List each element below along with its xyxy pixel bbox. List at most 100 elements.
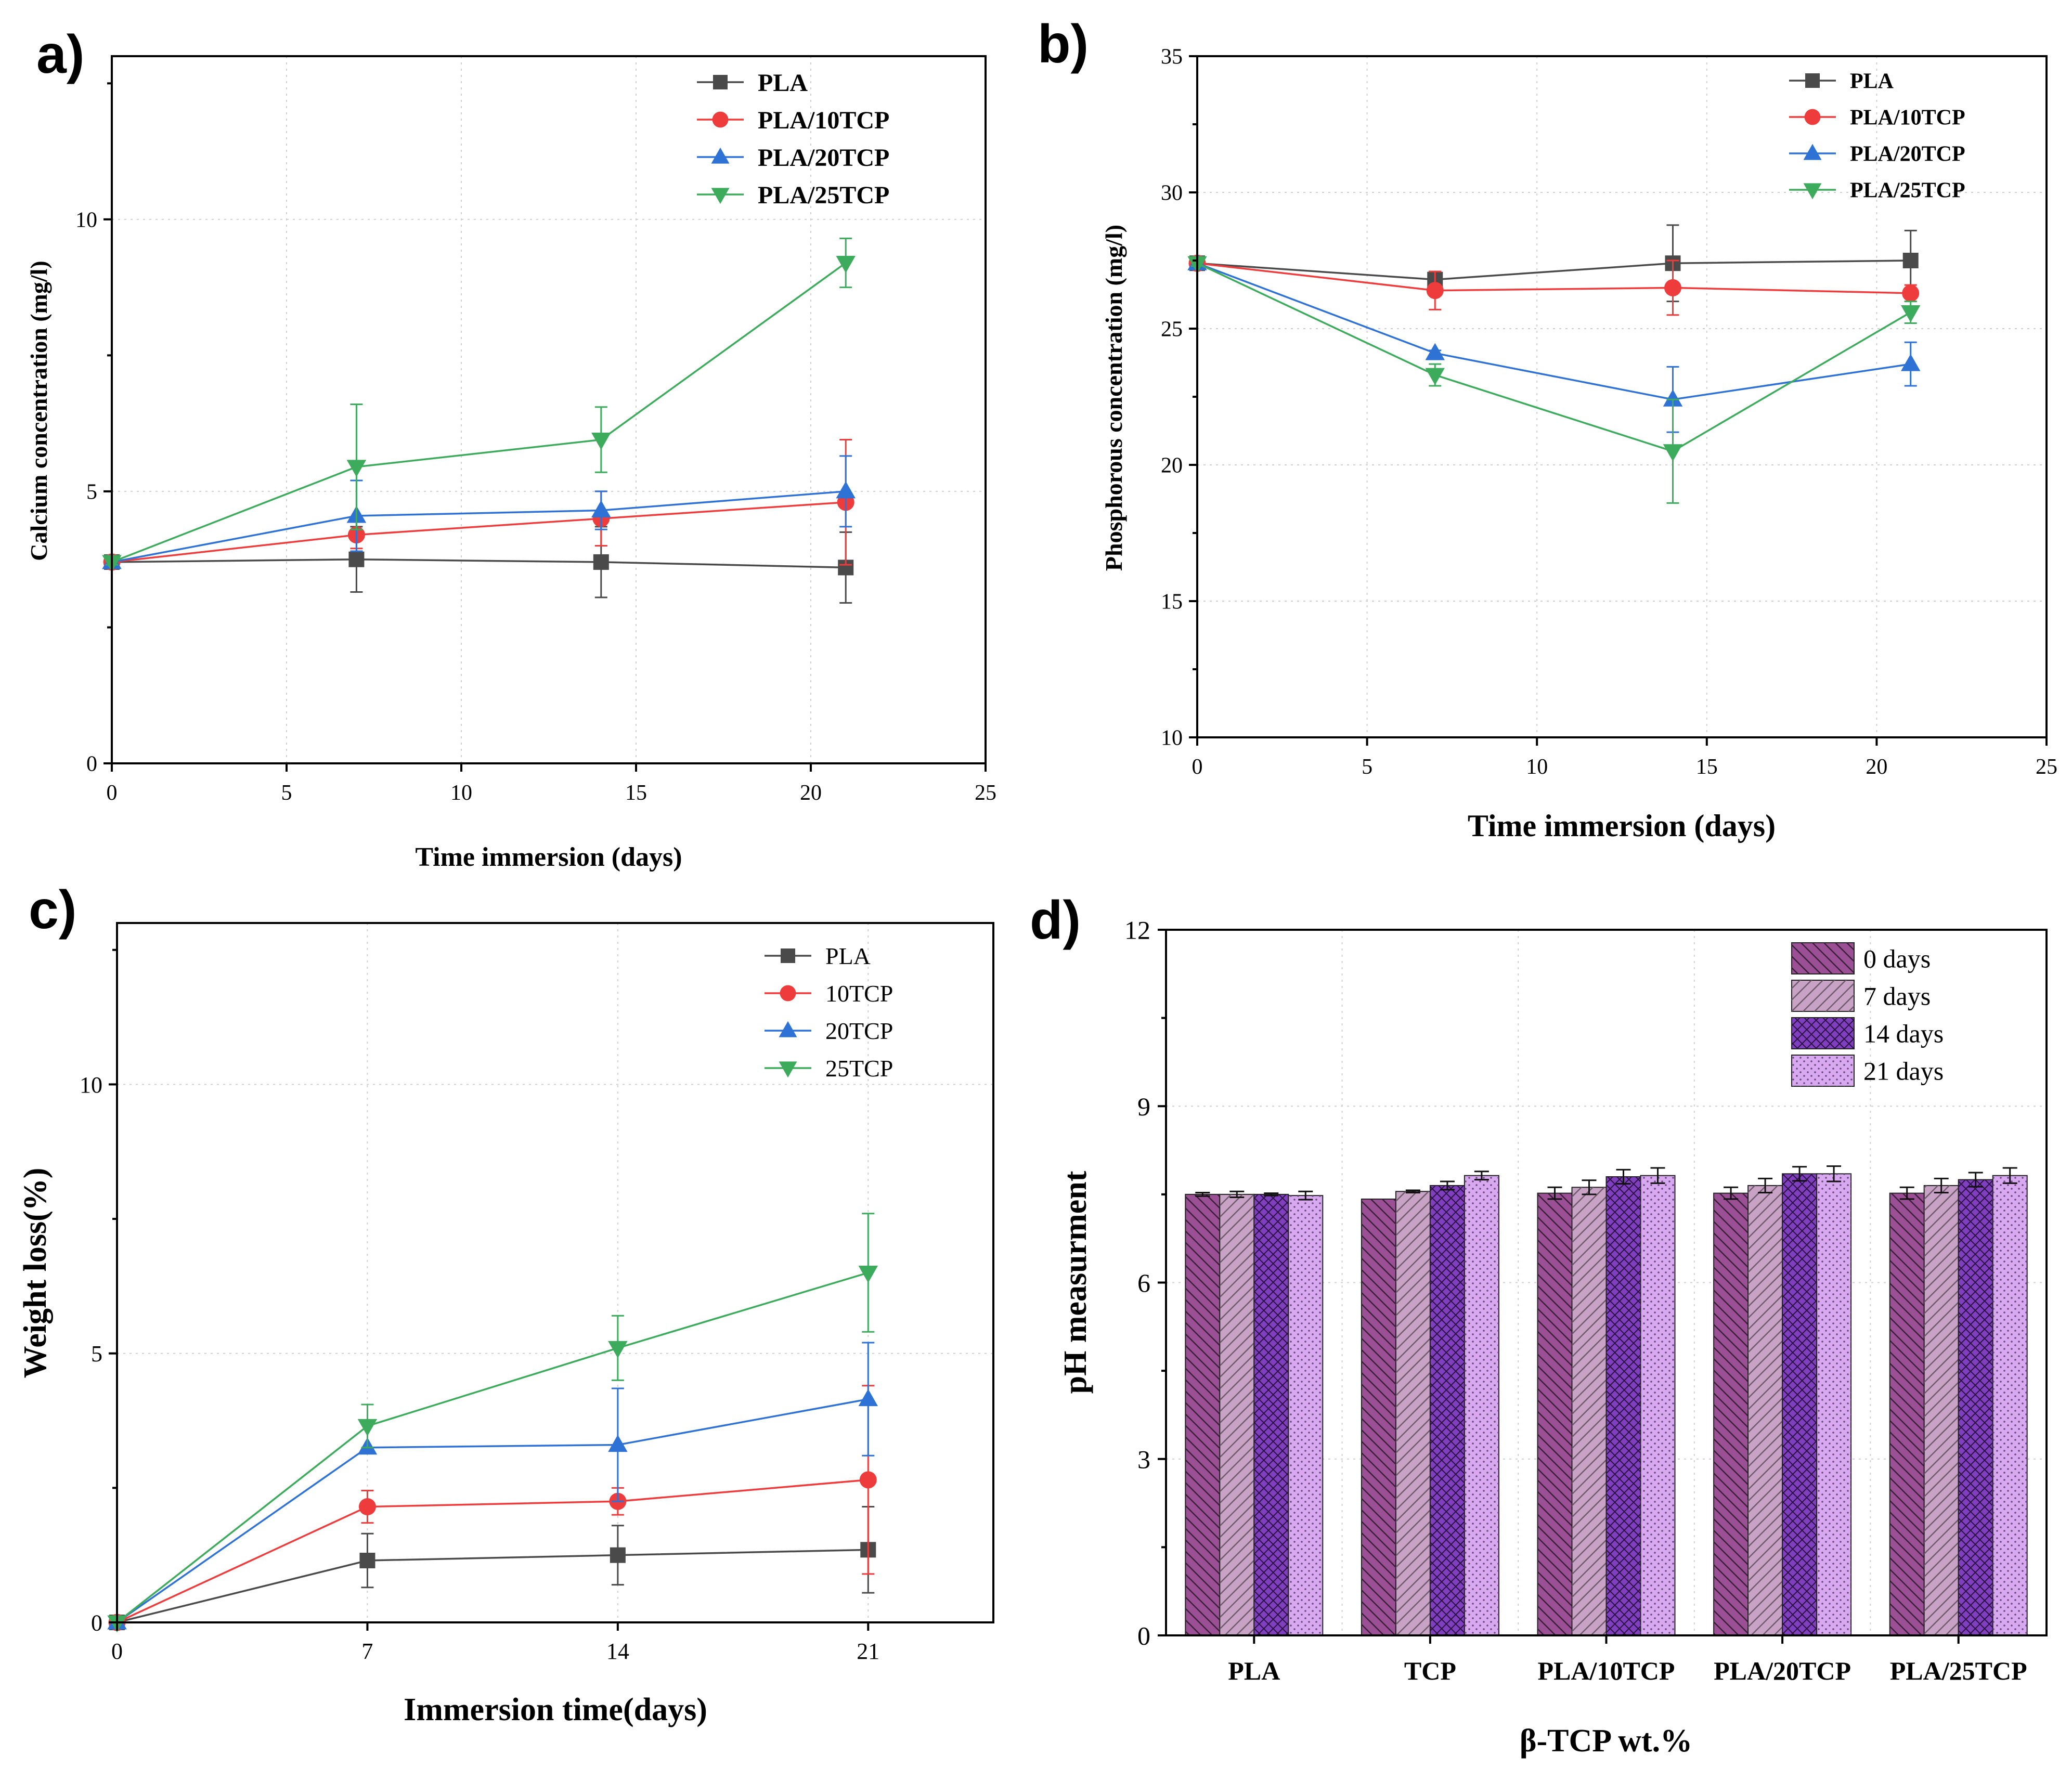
- panel-c-data-point-3-3: [858, 1266, 878, 1283]
- panel-a-x-tick-label-3: 15: [625, 781, 647, 805]
- panel-c-data-point-1-1: [358, 1498, 376, 1516]
- panel-c-legend-marker-0: [781, 948, 795, 963]
- panel-a-ticks: 0 5 10 15 20 25 0 5 10: [75, 82, 996, 805]
- panel-d-category-label-1: TCP: [1404, 1656, 1456, 1685]
- panel-c-data-point-0-2: [610, 1547, 626, 1563]
- panel-d-bar-pattern-0-2: [1254, 1194, 1289, 1635]
- panel-c-x-tick-label-2: 14: [606, 1639, 629, 1664]
- panel-d-bar-pattern-3-2: [1782, 1174, 1817, 1635]
- panel-b-y-axis-label: Phosphorous concentration (mg/l): [1100, 225, 1127, 571]
- panel-d-bar-pattern-4-1: [1924, 1185, 1959, 1635]
- panel-d-bar-pattern-2-0: [1537, 1193, 1572, 1635]
- panel-a-series: [102, 237, 856, 604]
- panel-a-series-line-3: [111, 262, 847, 563]
- panel-d-bar-pattern-4-3: [1992, 1175, 2027, 1635]
- panel-d-y-tick-label-1: 3: [1137, 1445, 1150, 1474]
- panel-a-x-tick-label-2: 10: [450, 781, 472, 805]
- panel-b-legend-marker-3: [1803, 183, 1822, 200]
- panel-a-y-tick-label-0: 0: [86, 752, 97, 776]
- panel-d-legend: 0 days 7 days 14 days 21 days: [1791, 942, 1944, 1087]
- panel-d-y-axis-label: pH measurment: [1058, 1171, 1093, 1394]
- panel-b-data-point-3-1: [1425, 368, 1445, 385]
- panel-c-x-axis-label: Immersion time(days): [404, 1692, 707, 1727]
- panel-c-series: [107, 1213, 878, 1633]
- panel-d-y-tick-label-2: 6: [1137, 1268, 1150, 1297]
- panel-b-series-line-1: [1197, 262, 1911, 294]
- panel-a-legend-label-3: PLA/25TCP: [758, 181, 889, 209]
- panel-a-x-tick-label-1: 5: [281, 781, 292, 805]
- panel-b-series: [1187, 224, 1921, 504]
- panel-a-legend: PLA PLA/10TCP PLA/20TCP PLA/25TCP: [697, 69, 889, 209]
- panel-c-x-tick-label-1: 7: [361, 1639, 373, 1664]
- panel-d-bar-pattern-3-1: [1748, 1185, 1783, 1635]
- panel-a-grid: [112, 56, 986, 763]
- panel-b-x-tick-label-0: 0: [1192, 755, 1203, 779]
- panel-c-weight-loss-chart: c) 0 7 14 21 0 5 10 PLA 10TCP 20TCP 25TCP Immersi…: [18, 880, 994, 1727]
- panel-d-legend-swatch-pattern-1: [1792, 980, 1854, 1011]
- panel-b-grid: [1197, 56, 2047, 737]
- panel-d-bar-pattern-3-0: [1714, 1193, 1749, 1635]
- panel-c-data-point-2-2: [608, 1435, 628, 1452]
- panel-c-data-point-3-2: [608, 1341, 628, 1358]
- panel-d-x-axis-label: β-TCP wt.%: [1520, 1723, 1692, 1759]
- panel-d-legend-label-3: 21 days: [1863, 1057, 1944, 1086]
- panel-b-data-point-3-2: [1663, 444, 1683, 462]
- panel-c-y-tick-label-0: 0: [91, 1610, 102, 1635]
- panel-d-legend-label-2: 14 days: [1863, 1019, 1944, 1048]
- panel-d-bar-pattern-1-0: [1361, 1199, 1396, 1635]
- panel-a-data-point-2-2: [591, 500, 611, 518]
- panel-d-bar-pattern-2-3: [1640, 1175, 1675, 1635]
- panel-c-legend-label-3: 25TCP: [825, 1055, 893, 1082]
- panel-a-legend-marker-3: [711, 188, 730, 204]
- panel-c-data-point-1-3: [859, 1471, 877, 1489]
- panel-b-legend-label-3: PLA/25TCP: [1850, 179, 1965, 203]
- panel-b-legend-label-2: PLA/20TCP: [1850, 142, 1965, 166]
- panel-c-frame: [116, 922, 994, 1623]
- panel-d-legend-label-1: 7 days: [1863, 982, 1931, 1011]
- panel-a-legend-marker-2: [711, 147, 730, 164]
- panel-c-legend-label-0: PLA: [825, 943, 871, 969]
- panel-b-x-tick-label-5: 25: [2036, 755, 2057, 779]
- panel-d-legend-swatch-pattern-2: [1792, 1018, 1854, 1049]
- panel-c-y-tick-label-2: 10: [80, 1072, 102, 1098]
- panel-b-legend-label-0: PLA: [1850, 70, 1894, 94]
- panel-b-data-point-1-3: [1902, 284, 1920, 302]
- panel-a-series-line-1: [111, 501, 846, 563]
- panel-b-y-tick-label-0: 10: [1161, 726, 1183, 750]
- panel-d-bar-pattern-1-2: [1430, 1185, 1465, 1635]
- panel-b-y-tick-label-5: 35: [1161, 45, 1183, 69]
- panel-a-x-axis-label: Time immersion (days): [415, 842, 682, 872]
- panel-a-data-point-0-2: [593, 554, 609, 570]
- panel-d-bar-pattern-0-1: [1220, 1194, 1254, 1635]
- panel-a-x-tick-label-0: 0: [107, 781, 118, 805]
- panel-b-x-axis-label: Time immersion (days): [1468, 809, 1776, 843]
- panel-c-ticks: 0 7 14 21 0 5 10: [80, 948, 879, 1664]
- panel-c-legend-label-1: 10TCP: [825, 980, 893, 1007]
- panel-c-series-line-3: [116, 1271, 869, 1623]
- panel-d-legend-swatch-pattern-0: [1792, 943, 1854, 974]
- panel-a-x-tick-label-4: 20: [800, 781, 822, 805]
- panel-d-y-tick-label-3: 9: [1137, 1092, 1150, 1121]
- panel-d-bar-pattern-0-3: [1288, 1195, 1323, 1635]
- panel-c-legend-marker-1: [780, 985, 796, 1002]
- panel-c-series-line-2: [116, 1398, 869, 1623]
- panel-b-y-tick-label-2: 20: [1161, 454, 1183, 478]
- panel-b-x-tick-label-2: 10: [1526, 755, 1548, 779]
- panel-d-y-tick-label-4: 12: [1124, 916, 1150, 945]
- panel-c-letter: c): [29, 880, 76, 940]
- panel-a-legend-marker-0: [713, 75, 728, 89]
- panel-a-y-tick-label-1: 5: [86, 480, 97, 504]
- panel-d-category-label-2: PLA/10TCP: [1538, 1656, 1675, 1685]
- panel-b-ticks: 0 5 10 15 20 25 10 15 20 25 30 35: [1161, 45, 2057, 779]
- panel-b-legend-marker-1: [1804, 109, 1821, 125]
- panel-b-letter: b): [1038, 14, 1089, 74]
- panel-d-bar-pattern-3-3: [1817, 1174, 1851, 1635]
- panel-c-series-line-1: [116, 1479, 869, 1623]
- panel-d-grid: [1166, 930, 2047, 1635]
- panel-b-series-line-2: [1197, 262, 1911, 401]
- panel-b-legend-marker-0: [1805, 73, 1820, 88]
- panel-b-x-tick-label-1: 5: [1362, 755, 1372, 779]
- panel-d-bar-pattern-2-1: [1572, 1187, 1607, 1635]
